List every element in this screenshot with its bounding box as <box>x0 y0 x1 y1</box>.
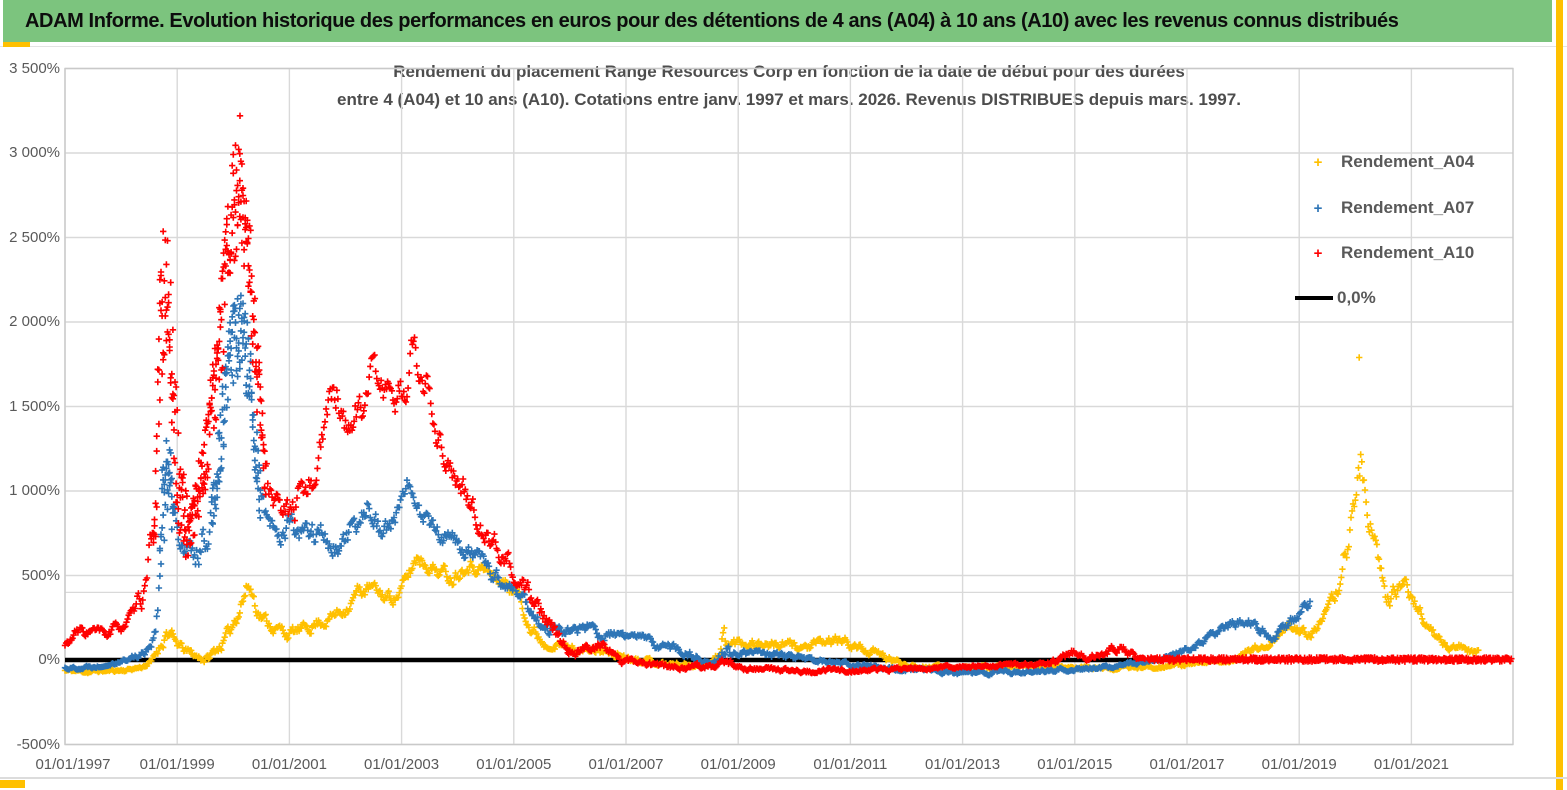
y-axis-label: 3 000% <box>9 144 60 161</box>
y-axis-label: 2 500% <box>9 228 60 246</box>
y-axis-label: 0% <box>38 651 60 668</box>
x-axis-label: 01/01/2009 <box>700 756 776 773</box>
series-rendement-a10 <box>61 112 1515 677</box>
x-axis-label: 01/01/2005 <box>476 756 552 773</box>
gold-accent-bottomleft <box>0 780 25 788</box>
chart-title: Rendement du placement Range Resources C… <box>65 58 1513 114</box>
x-axis-label: 01/01/2015 <box>1037 756 1113 773</box>
legend-zero-line-sample <box>1295 296 1333 300</box>
header-divider <box>0 46 1567 47</box>
x-axis-label: 01/01/2003 <box>364 756 440 773</box>
x-axis-label: 01/01/2001 <box>251 756 327 773</box>
series-rendement-a04 <box>61 354 1482 677</box>
x-axis-label: 01/01/2007 <box>588 756 664 773</box>
bottom-divider <box>0 777 1567 779</box>
plot-border <box>64 67 1514 746</box>
y-axis-label: 3 500% <box>9 59 60 77</box>
header-bar: ADAM Informe. Evolution historique des p… <box>3 0 1552 42</box>
chart-title-line2: entre 4 (A04) et 10 ans (A10). Cotations… <box>337 90 1241 109</box>
legend-label: Rendement_A10 <box>1341 243 1475 262</box>
x-axis-label: 01/01/2021 <box>1373 756 1449 773</box>
y-axis-label: -500% <box>16 735 60 753</box>
y-axis-label: 1 500% <box>9 397 60 415</box>
legend-label: 0,0% <box>1337 288 1376 307</box>
legend-plus-marker-icon: + <box>1313 153 1323 171</box>
gold-accent-right <box>1556 0 1563 790</box>
x-axis-label: 01/01/2011 <box>813 756 888 773</box>
legend-plus-marker-icon: + <box>1313 199 1323 217</box>
y-axis-label: 2 000% <box>9 313 60 330</box>
chart-title-line1: Rendement du placement Range Resources C… <box>393 62 1185 81</box>
x-axis-label: 01/01/2019 <box>1261 756 1337 773</box>
series-rendement-a07 <box>61 292 1314 679</box>
legend-item-rendement-a07: + Rendement_A07 <box>1295 196 1475 220</box>
legend-label: Rendement_A04 <box>1341 152 1475 171</box>
header-title: ADAM Informe. Evolution historique des p… <box>25 9 1399 32</box>
y-axis-label: 500% <box>21 566 60 584</box>
legend-label: Rendement_A07 <box>1341 198 1475 217</box>
x-axis-label: 01/01/1999 <box>139 756 215 773</box>
legend-plus-marker-icon: + <box>1313 244 1323 262</box>
x-axis-label: 01/01/2017 <box>1149 756 1225 773</box>
legend-item-rendement-a04: + Rendement_A04 <box>1295 150 1475 174</box>
legend-item-rendement-a10: + Rendement_A10 <box>1295 241 1475 265</box>
x-axis-label: 01/01/1997 <box>35 756 111 773</box>
legend-item-0-0-: 0,0% <box>1295 286 1376 310</box>
x-axis-label: 01/01/2013 <box>925 756 1001 773</box>
chart-legend: + Rendement_A04 + Rendement_A07 + Rendement_A… <box>1295 128 1525 328</box>
y-axis-label: 1 000% <box>9 482 60 499</box>
gold-accent-topleft <box>3 42 30 47</box>
